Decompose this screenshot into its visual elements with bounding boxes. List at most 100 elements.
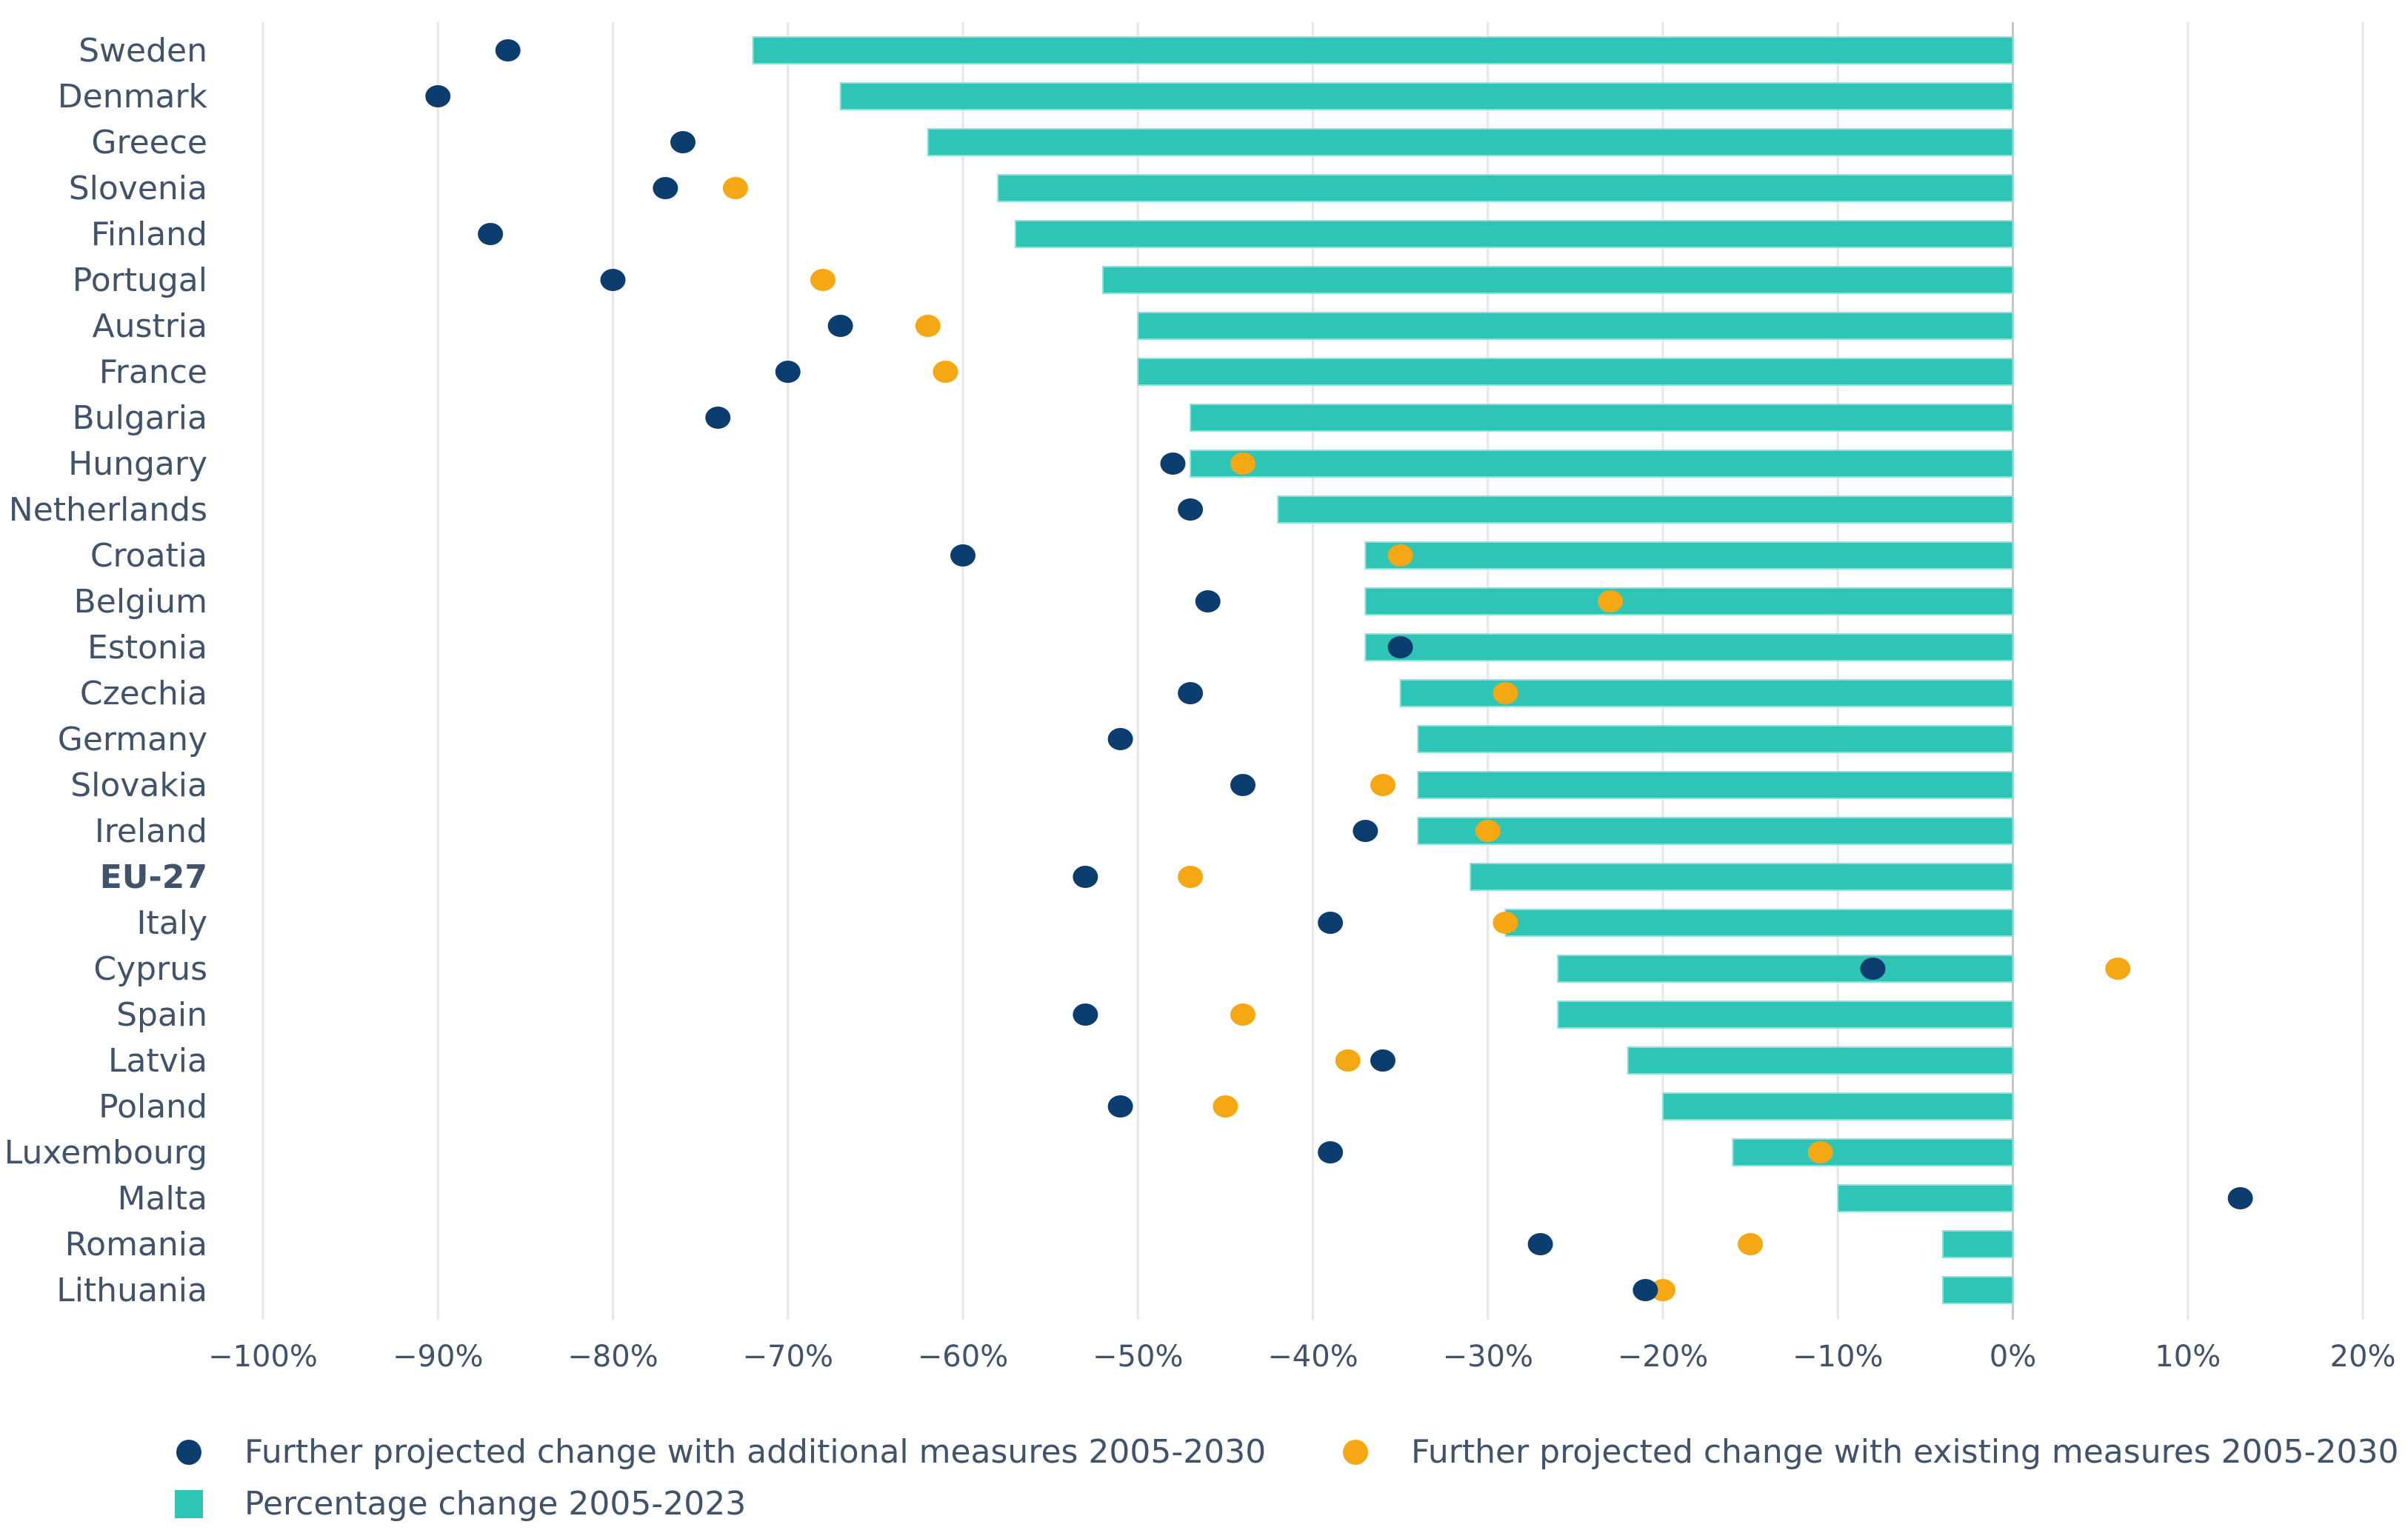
category-label: Latvia	[108, 1042, 207, 1080]
dot-additional-measures	[478, 223, 504, 245]
bar-percentage-change	[1417, 771, 2014, 799]
bar-percentage-change	[1364, 541, 2014, 570]
dot-layer	[425, 39, 2253, 1301]
dot-existing-measures	[722, 177, 748, 199]
dot-existing-measures	[1230, 1003, 1255, 1026]
x-tick-label: 0%	[1990, 1340, 2036, 1374]
legend-label: Further projected change with existing m…	[1411, 1433, 2399, 1471]
x-tick-label: −100%	[208, 1340, 318, 1374]
category-label: Malta	[118, 1180, 207, 1218]
dot-existing-measures	[1475, 820, 1501, 842]
legend-label: Percentage change 2005-2023	[244, 1485, 746, 1523]
bar-percentage-change	[1942, 1276, 2014, 1304]
category-label: Cyprus	[93, 950, 207, 988]
dot-additional-measures	[1527, 1233, 1553, 1255]
dot-existing-measures	[1493, 912, 1518, 934]
dot-additional-measures	[670, 131, 696, 153]
legend: Further projected change with additional…	[175, 1433, 2399, 1523]
bar-percentage-change	[1364, 633, 2014, 661]
dot-additional-measures	[1632, 1279, 1658, 1301]
legend-marker-dot	[1343, 1440, 1368, 1465]
dot-additional-measures	[1195, 590, 1221, 612]
bar-percentage-change	[1137, 312, 2014, 340]
dot-additional-measures	[653, 177, 678, 199]
bar-layer	[752, 36, 2014, 1304]
x-tick-label: 20%	[2330, 1340, 2396, 1374]
dot-existing-measures	[2105, 958, 2131, 980]
bar-percentage-change	[1942, 1230, 2014, 1258]
category-label: Luxembourg	[4, 1134, 207, 1172]
bar-percentage-change	[1627, 1046, 2014, 1075]
bar-percentage-change	[997, 174, 2014, 202]
category-label: Romania	[65, 1226, 207, 1263]
x-tick-label: −10%	[1792, 1340, 1883, 1374]
dot-additional-measures	[1230, 774, 1255, 796]
bar-percentage-change	[1399, 679, 2014, 707]
dot-additional-measures	[2227, 1187, 2253, 1209]
dot-additional-measures	[425, 85, 451, 107]
dot-additional-measures	[1160, 452, 1186, 475]
dot-existing-measures	[1598, 590, 1624, 612]
dot-existing-measures	[1493, 682, 1518, 704]
bar-percentage-change	[1137, 358, 2014, 386]
bar-percentage-change	[1364, 587, 2014, 615]
x-axis-ticks: −100% −90% −80% −70% −60% −50% −40% −30% −20% −10…	[208, 1340, 2395, 1374]
category-label: Czechia	[80, 675, 207, 712]
x-tick-label: 10%	[2155, 1340, 2221, 1374]
bar-percentage-change	[1557, 1001, 2014, 1029]
category-label: Austria	[93, 307, 207, 345]
dot-existing-measures	[1178, 866, 1204, 888]
category-label: Bulgaria	[73, 399, 207, 437]
dot-additional-measures	[950, 544, 975, 567]
dot-additional-measures	[1107, 1095, 1133, 1118]
legend-label: Further projected change with additional…	[244, 1433, 1266, 1471]
bar-percentage-change	[1417, 725, 2014, 753]
dot-additional-measures	[775, 361, 801, 383]
bar-percentage-change	[1102, 266, 2014, 294]
dot-additional-measures	[1073, 866, 1098, 888]
bar-percentage-change	[1277, 495, 2014, 524]
x-tick-label: −90%	[393, 1340, 483, 1374]
category-label: Lithuania	[56, 1272, 207, 1309]
bar-percentage-change	[1190, 404, 2014, 432]
category-label: Spain	[116, 996, 207, 1034]
dot-existing-measures	[1387, 544, 1413, 567]
category-label: Poland	[99, 1088, 207, 1126]
x-tick-label: −40%	[1267, 1340, 1358, 1374]
category-label: Slovenia	[69, 170, 207, 207]
category-label: Belgium	[74, 583, 207, 621]
category-label: Estonia	[87, 629, 207, 667]
category-label: Ireland	[95, 812, 207, 850]
category-label: Netherlands	[9, 491, 207, 529]
x-tick-label: −60%	[918, 1340, 1008, 1374]
bar-percentage-change	[1837, 1184, 2014, 1212]
dot-additional-measures	[1107, 728, 1133, 750]
category-label: France	[99, 353, 207, 391]
dot-additional-measures	[1370, 1049, 1395, 1072]
x-tick-label: −30%	[1443, 1340, 1533, 1374]
category-label: Greece	[91, 124, 207, 161]
bar-percentage-change	[1470, 863, 2014, 891]
dot-existing-measures	[915, 315, 941, 337]
dot-existing-measures	[810, 269, 836, 291]
grid-layer	[261, 22, 2364, 1320]
dot-additional-measures	[1387, 636, 1413, 658]
dot-additional-measures	[1178, 682, 1204, 704]
category-label: Slovakia	[70, 766, 207, 804]
dot-additional-measures	[600, 269, 626, 291]
bar-percentage-change	[839, 82, 2014, 110]
x-tick-label: −20%	[1618, 1340, 1708, 1374]
dot-additional-measures	[1353, 820, 1378, 842]
dot-additional-measures	[827, 315, 853, 337]
dot-additional-measures	[705, 407, 731, 429]
category-label: Denmark	[58, 78, 208, 116]
dot-existing-measures	[1738, 1233, 1764, 1255]
dot-existing-measures	[1230, 452, 1255, 475]
bar-percentage-change	[1014, 220, 2014, 248]
bar-percentage-change	[752, 36, 2014, 64]
dot-additional-measures	[1178, 498, 1204, 521]
category-label: EU-27	[100, 858, 207, 896]
legend-marker-dot	[176, 1440, 201, 1465]
bar-percentage-change	[1662, 1092, 2014, 1120]
